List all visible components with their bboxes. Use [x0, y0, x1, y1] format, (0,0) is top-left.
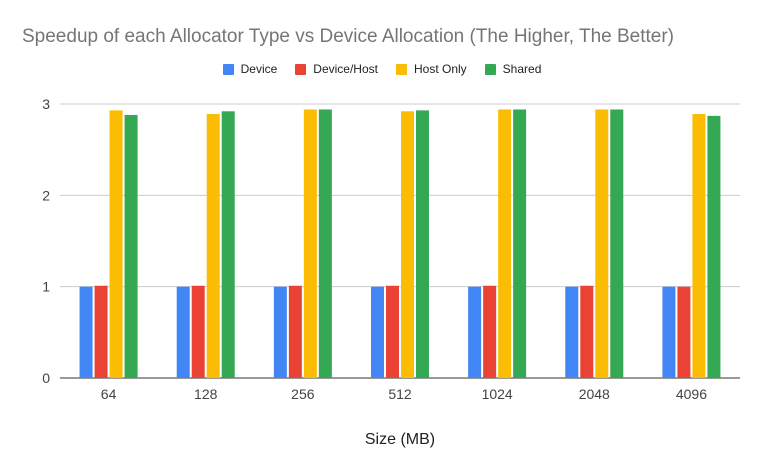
x-tick-label: 64 [101, 386, 117, 402]
bar-device-host-256 [288, 285, 302, 378]
bar-shared-4096 [707, 115, 721, 378]
legend-swatch [222, 63, 234, 75]
bar-host-only-2048 [595, 109, 609, 378]
x-tick-label: 1024 [482, 386, 513, 402]
x-axis-ticks: 64 128 256 512 1024 2048 4096 [101, 386, 707, 402]
legend: Device Device/Host Host Only Shared [0, 62, 764, 76]
bar-shared-128 [221, 111, 235, 378]
x-axis-label: Size (MB) [365, 431, 435, 448]
bar-shared-256 [318, 109, 332, 378]
chart-title: Speedup of each Allocator Type vs Device… [22, 26, 675, 47]
legend-item-shared: Shared [484, 62, 542, 76]
legend-label: Device/Host [313, 62, 378, 76]
legend-swatch [484, 63, 496, 75]
bars [79, 109, 721, 379]
bar-device-1024 [468, 286, 482, 378]
bar-shared-64 [124, 114, 138, 379]
legend-item-device: Device [222, 62, 278, 76]
x-tick-label: 2048 [579, 386, 610, 402]
legend-item-host-only: Host Only [395, 62, 467, 76]
y-tick-label: 0 [42, 370, 50, 386]
legend-swatch [395, 63, 407, 75]
bar-device-4096 [662, 286, 676, 378]
bar-device-512 [371, 286, 384, 378]
bar-host-only-256 [303, 109, 317, 378]
y-axis-ticks: 0 1 2 3 [42, 96, 50, 386]
bar-device-host-64 [94, 285, 108, 378]
bar-device-64 [79, 286, 93, 378]
bar-device-128 [176, 286, 190, 378]
x-tick-label: 512 [388, 386, 412, 402]
bar-host-only-512 [401, 111, 414, 378]
y-tick-label: 2 [42, 187, 50, 203]
bar-device-host-2048 [580, 285, 594, 378]
bar-host-only-4096 [692, 114, 706, 379]
y-tick-label: 3 [42, 96, 50, 112]
legend-swatch [295, 63, 307, 75]
bar-device-host-1024 [483, 285, 497, 378]
bar-shared-1024 [513, 109, 527, 378]
bar-host-only-1024 [498, 109, 512, 378]
bar-shared-512 [416, 110, 429, 378]
bar-device-host-128 [191, 285, 205, 378]
bar-shared-2048 [610, 109, 624, 378]
legend-label: Host Only [413, 62, 467, 76]
legend-label: Shared [502, 62, 542, 76]
legend-label: Device [240, 62, 278, 76]
bar-host-only-64 [109, 110, 123, 378]
x-tick-label: 128 [194, 386, 218, 402]
bar-host-only-128 [206, 114, 220, 379]
bar-device-2048 [565, 286, 579, 378]
gridlines [60, 103, 740, 379]
x-tick-label: 4096 [676, 386, 707, 402]
x-tick-label: 256 [291, 386, 315, 402]
bar-device-256 [273, 286, 287, 378]
y-tick-label: 1 [42, 279, 50, 295]
bar-device-host-512 [386, 285, 399, 378]
bar-device-host-4096 [677, 286, 691, 378]
legend-item-device-host: Device/Host [295, 62, 378, 76]
